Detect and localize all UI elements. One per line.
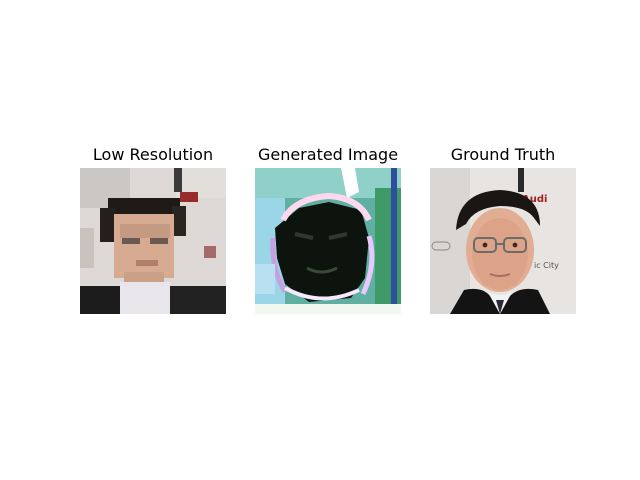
low-resolution-panel: Low Resolution	[80, 144, 226, 314]
background-city-text: ic City	[534, 261, 559, 270]
background-brand-text: Audi	[522, 194, 547, 205]
generated-image-panel: Generated Image	[255, 144, 401, 314]
panel-title: Ground Truth	[450, 145, 556, 164]
low-resolution-image	[80, 168, 226, 314]
ground-truth-image: Audi ic City	[430, 168, 576, 314]
panel-title: Generated Image	[257, 145, 399, 164]
generated-image	[255, 168, 401, 314]
panel-title: Low Resolution	[92, 145, 214, 164]
ground-truth-panel: Ground Truth Audi ic City	[430, 144, 576, 314]
